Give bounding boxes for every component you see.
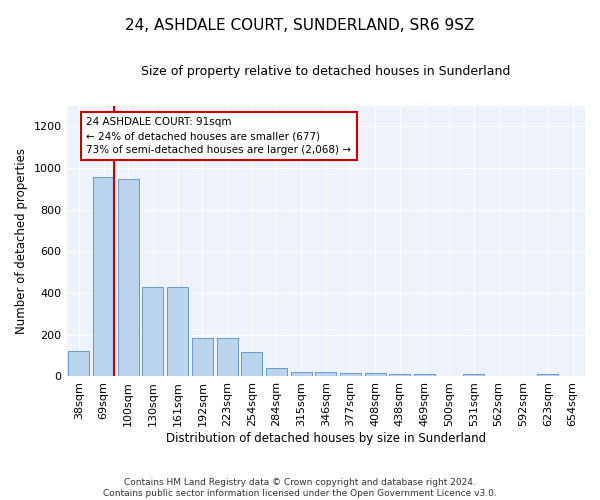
Bar (142, 288, 163, 376)
Bar (463, 374, 484, 376)
Bar (266, 368, 287, 376)
Bar (167, 287, 188, 376)
Text: Contains HM Land Registry data © Crown copyright and database right 2024.
Contai: Contains HM Land Registry data © Crown c… (103, 478, 497, 498)
Bar (290, 372, 311, 376)
Bar (365, 374, 386, 376)
Text: 24 ASHDALE COURT: 91sqm
← 24% of detached houses are smaller (677)
73% of semi-d: 24 ASHDALE COURT: 91sqm ← 24% of detache… (86, 117, 351, 155)
Bar (340, 374, 361, 376)
Bar (538, 374, 559, 376)
X-axis label: Distribution of detached houses by size in Sunderland: Distribution of detached houses by size … (166, 432, 486, 445)
Text: 24, ASHDALE COURT, SUNDERLAND, SR6 9SZ: 24, ASHDALE COURT, SUNDERLAND, SR6 9SZ (125, 18, 475, 32)
Title: Size of property relative to detached houses in Sunderland: Size of property relative to detached ho… (141, 65, 511, 78)
Bar (414, 374, 435, 376)
Bar (68, 352, 89, 376)
Bar (93, 178, 114, 376)
Y-axis label: Number of detached properties: Number of detached properties (15, 148, 28, 334)
Bar (241, 352, 262, 376)
Bar (217, 338, 238, 376)
Bar (315, 372, 336, 376)
Bar (118, 179, 139, 376)
Bar (192, 338, 213, 376)
Bar (389, 374, 410, 376)
